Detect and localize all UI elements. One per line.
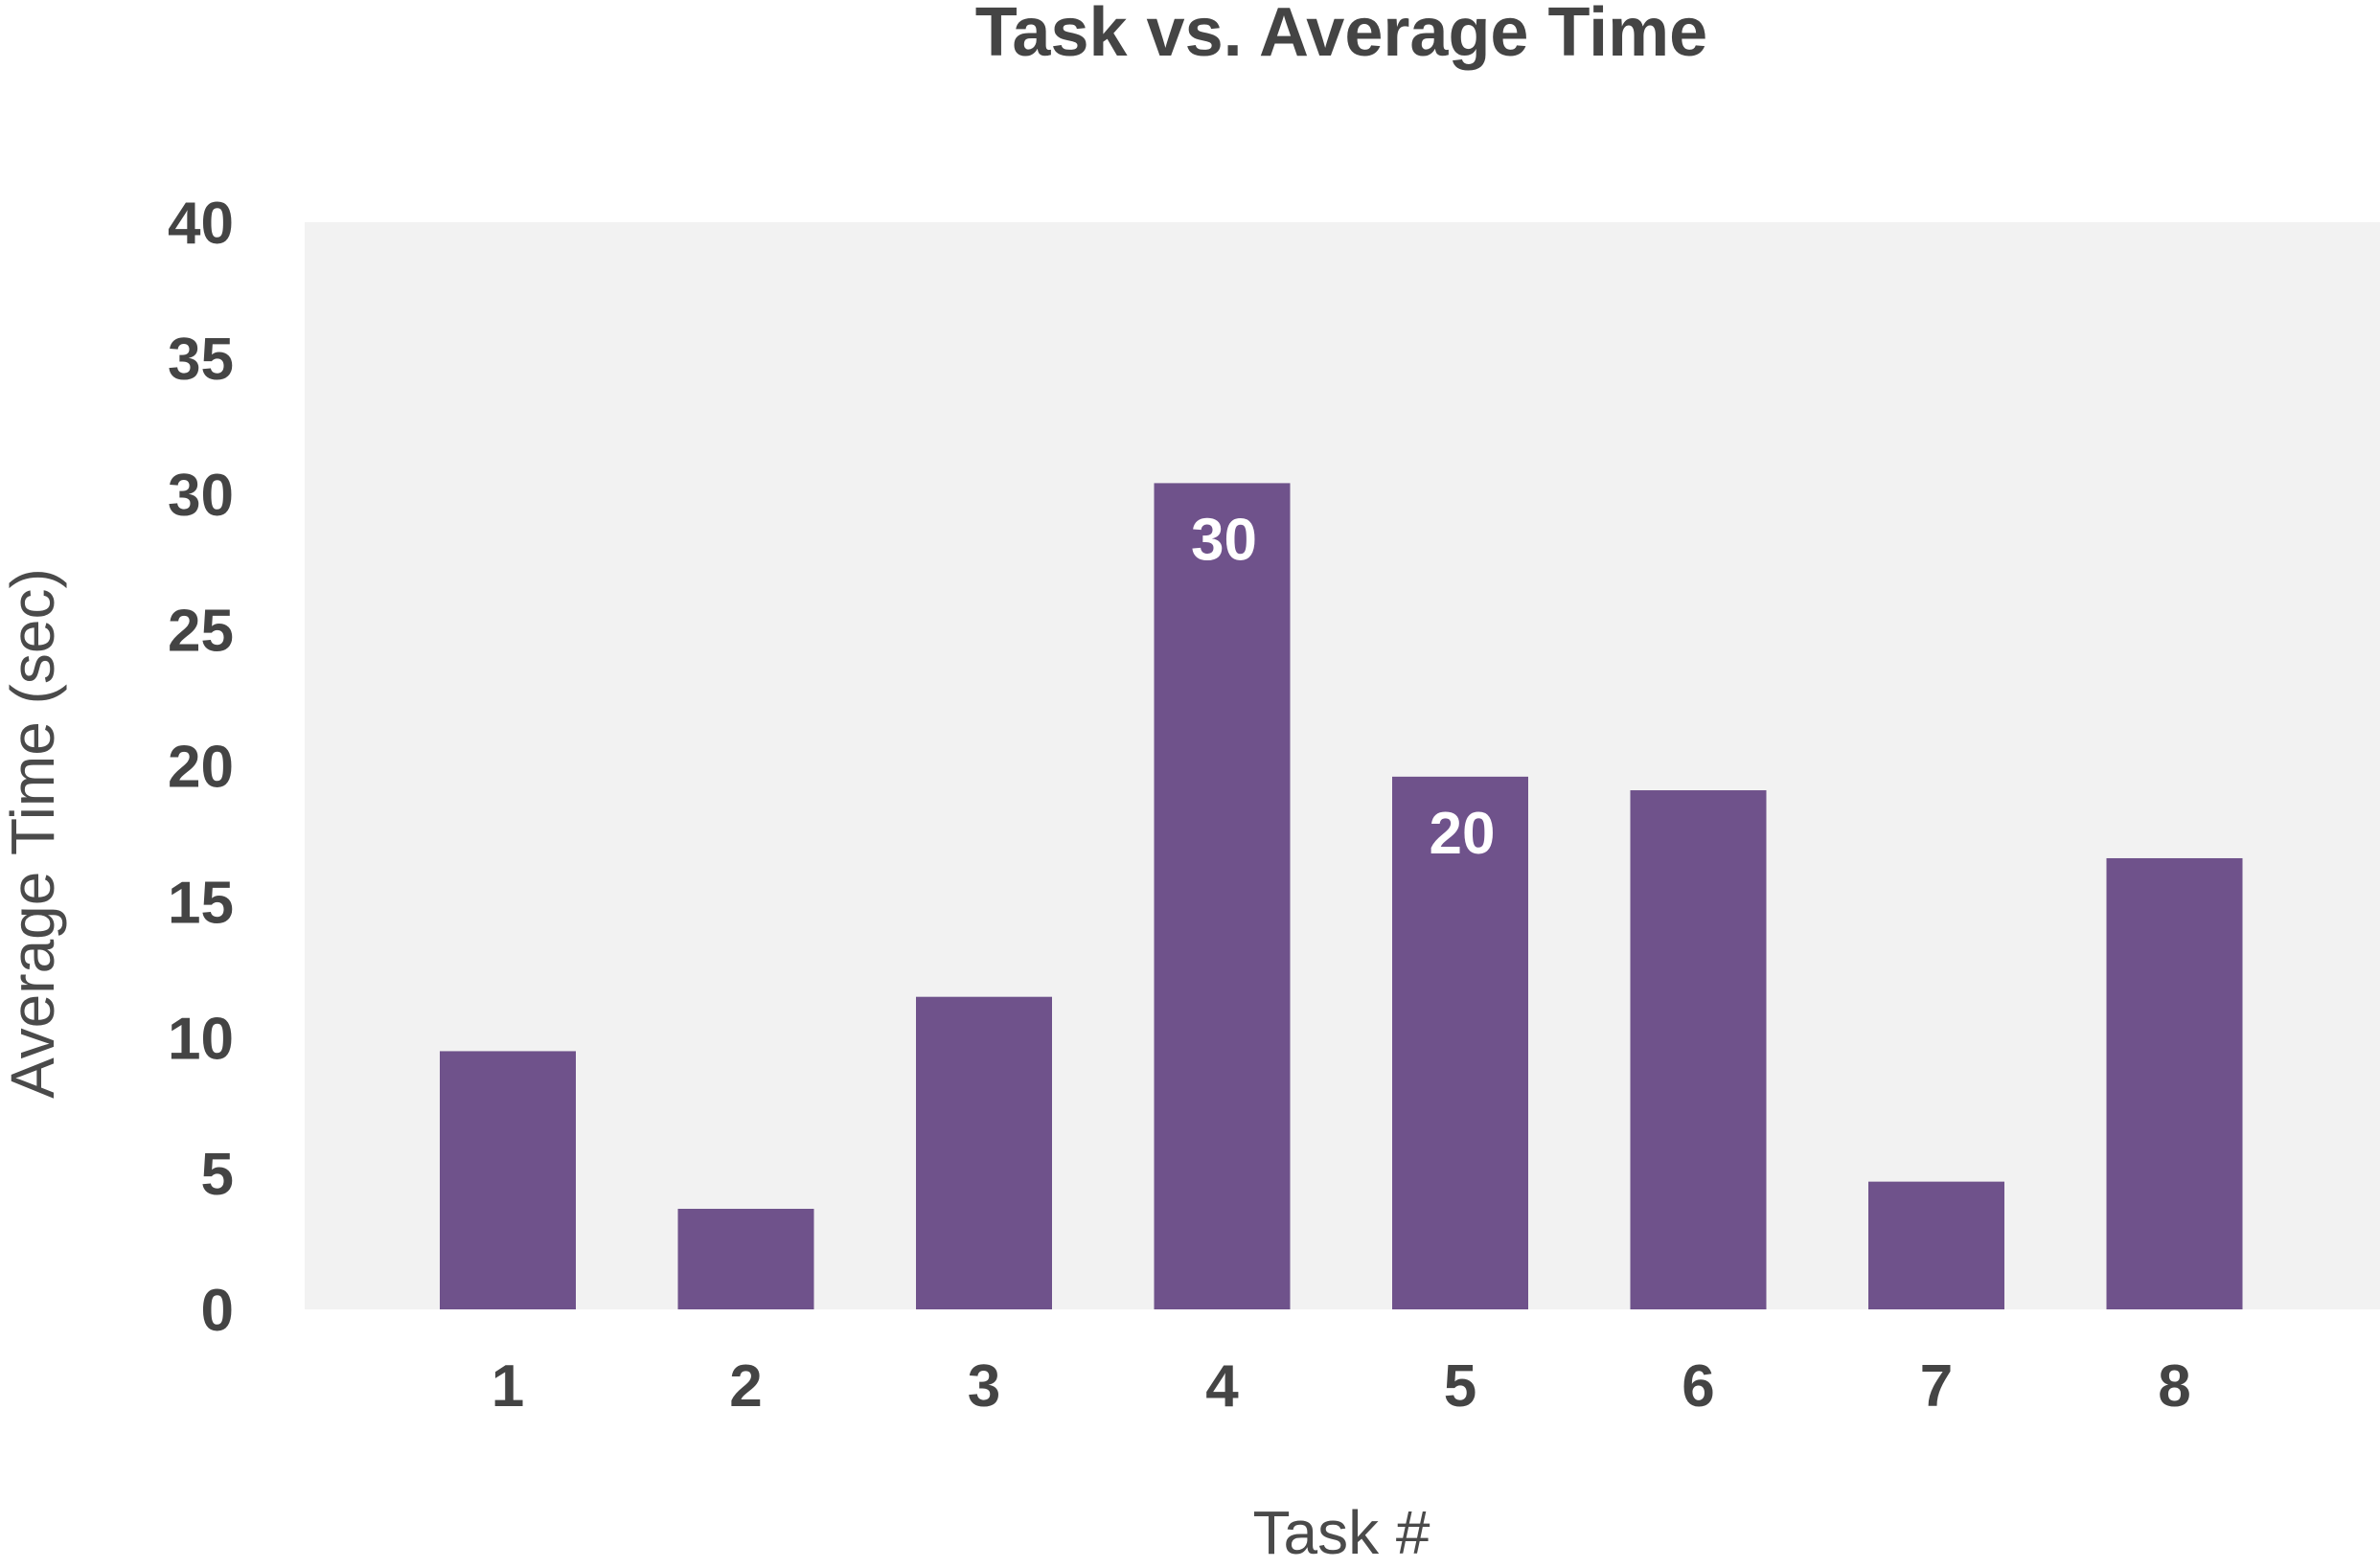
y-tick-label: 30 [168, 463, 234, 529]
x-tick-label: 6 [1682, 1353, 1714, 1420]
bar-data-label: 20 [1430, 801, 1496, 867]
y-tick-label: 25 [168, 599, 234, 665]
x-tick-label: 7 [1920, 1353, 1953, 1420]
y-axis-title: Average Time (sec) [0, 568, 67, 1099]
y-tick-label: 20 [168, 735, 234, 801]
chart-title: Task vs. Average Time [975, 0, 1707, 71]
y-tick-label: 35 [168, 327, 234, 393]
x-tick-label: 4 [1205, 1353, 1239, 1420]
data-label-group: 30 20 [1191, 507, 1495, 866]
y-tick-label: 0 [201, 1278, 234, 1344]
x-tick-label: 1 [492, 1353, 524, 1420]
bar-task-6 [1630, 790, 1767, 1309]
x-axis-title: Task # [1253, 1498, 1430, 1563]
bar-group [440, 483, 2243, 1309]
bar-task-7 [1868, 1181, 2004, 1309]
bar-data-label: 30 [1191, 507, 1257, 573]
plot-area [305, 222, 2380, 1309]
y-tick-label: 10 [168, 1006, 234, 1072]
x-tick-label: 8 [2158, 1353, 2190, 1420]
x-tick-label: 5 [1444, 1353, 1476, 1420]
x-tick-label: 2 [729, 1353, 762, 1420]
bar-task-3 [916, 996, 1052, 1309]
y-tick-label: 15 [168, 870, 234, 936]
bar-task-5 [1392, 776, 1528, 1309]
y-axis-ticks: 0 5 10 15 20 25 30 35 40 [168, 191, 234, 1344]
bar-task-1 [440, 1051, 576, 1309]
bar-task-2 [677, 1209, 814, 1309]
bar-task-4 [1154, 483, 1291, 1309]
y-tick-label: 5 [201, 1142, 234, 1208]
bar-task-8 [2106, 857, 2243, 1309]
x-tick-label: 3 [968, 1353, 1000, 1420]
y-tick-label: 40 [168, 191, 234, 257]
x-axis-ticks: 1 2 3 4 5 6 7 8 [492, 1353, 2191, 1420]
